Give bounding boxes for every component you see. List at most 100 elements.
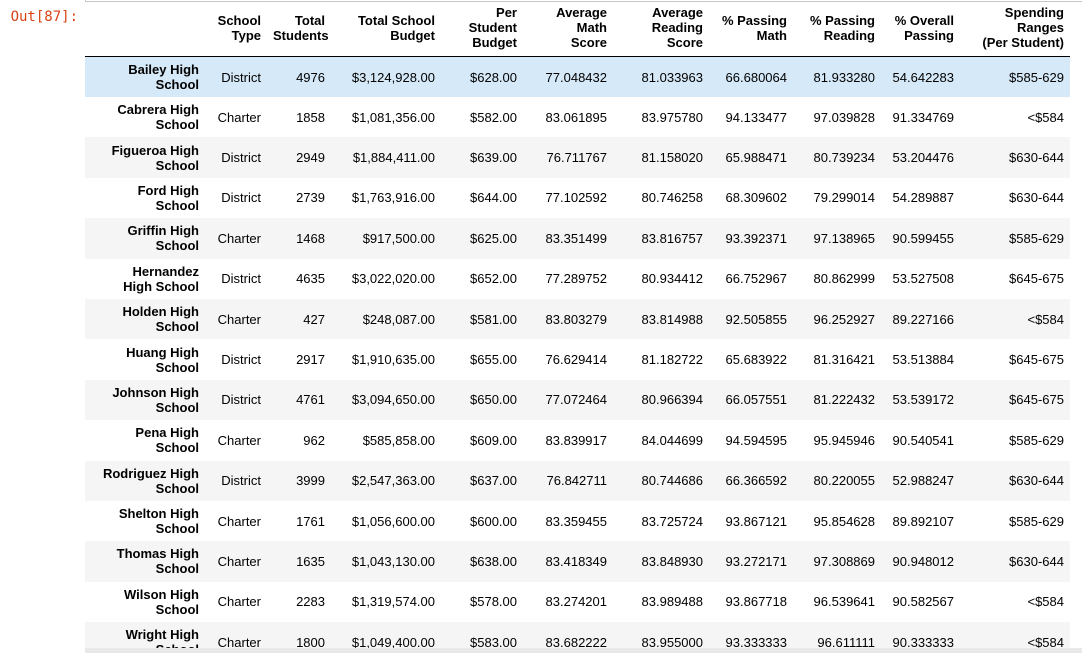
table-cell: 2739 — [296, 190, 325, 206]
table-cell: 97.138965 — [813, 230, 875, 246]
table-cell: 83.274201 — [545, 594, 607, 610]
table-cell: 79.299014 — [813, 190, 875, 206]
table-cell: 4761 — [296, 392, 325, 408]
row-header-school-name: Shelton High School — [118, 506, 199, 537]
table-cell: 76.711767 — [546, 150, 608, 166]
table-cell: $609.00 — [470, 432, 517, 448]
table-cell: <$584 — [1027, 311, 1064, 327]
table-cell: 4635 — [296, 271, 325, 287]
table-cell: $1,910,635.00 — [351, 352, 435, 368]
column-header: Spending Ranges (Per Student) — [982, 5, 1064, 50]
table-cell: 83.975780 — [641, 109, 703, 125]
row-header-school-name: Cabrera High School — [117, 102, 199, 133]
table-cell: $578.00 — [470, 594, 517, 610]
table-cell: 80.862999 — [813, 271, 875, 287]
table-cell: 3999 — [296, 473, 325, 489]
header-row: School Type Total Students Total School Bu… — [85, 2, 1070, 57]
index-header-blank — [85, 2, 205, 57]
table-cell: 93.272171 — [725, 553, 787, 569]
table-cell: 65.988471 — [725, 150, 787, 166]
table-cell: $630-644 — [1009, 553, 1064, 569]
column-header: % Overall Passing — [894, 12, 954, 43]
table-cell: $585,858.00 — [362, 432, 435, 448]
table-cell: District — [221, 352, 261, 368]
table-cell: <$584 — [1027, 634, 1064, 650]
table-cell: Charter — [217, 230, 261, 246]
table-cell: 83.725724 — [641, 513, 703, 529]
row-header-school-name: Rodriguez High School — [102, 465, 199, 496]
row-header-school-name: Huang High School — [126, 344, 199, 375]
table-cell: $3,094,650.00 — [351, 392, 435, 408]
table-cell: 68.309602 — [725, 190, 787, 206]
table-cell: 80.220055 — [813, 473, 875, 489]
row-header-school-name: Johnson High School — [112, 384, 199, 415]
table-cell: $628.00 — [470, 69, 517, 85]
table-cell: $585-629 — [1009, 513, 1064, 529]
table-cell: <$584 — [1027, 594, 1064, 610]
column-header: Average Reading Score — [651, 5, 703, 50]
table-cell: $637.00 — [470, 473, 517, 489]
row-header-school-name: Thomas High School — [116, 546, 199, 577]
table-cell: 96.539641 — [813, 594, 875, 610]
table-cell: 80.739234 — [813, 150, 875, 166]
table-cell: $650.00 — [470, 392, 517, 408]
table-cell: 89.892107 — [892, 513, 954, 529]
output-prompt: Out[87]: — [10, 9, 78, 25]
table-row: Shelton High School Charter 1761 $1,056,600… — [85, 501, 1070, 541]
table-cell: 427 — [303, 311, 325, 327]
table-cell: 77.072464 — [545, 392, 607, 408]
table-cell: 97.308869 — [813, 553, 875, 569]
table-cell: 2949 — [296, 150, 325, 166]
row-header-school-name: Holden High School — [122, 304, 199, 335]
table-cell: 77.289752 — [545, 271, 607, 287]
table-cell: $248,087.00 — [362, 311, 435, 327]
table-row: Wright High School Charter 1800 $1,049,400.… — [85, 622, 1070, 653]
table-cell: 962 — [303, 432, 325, 448]
table-cell: 93.392371 — [725, 230, 787, 246]
table-cell: 81.158020 — [641, 150, 703, 166]
table-cell: 52.988247 — [892, 473, 954, 489]
table-header: School Type Total Students Total School Bu… — [85, 2, 1070, 57]
row-header-school-name: Hernandez High School — [123, 263, 199, 294]
table-cell: Charter — [217, 513, 261, 529]
table-cell: 81.933280 — [813, 69, 875, 85]
table-cell: 77.048432 — [545, 69, 607, 85]
table-cell: 80.744686 — [641, 473, 703, 489]
input-cell-bottom-border — [85, 0, 1082, 2]
table-cell: 2917 — [296, 352, 325, 368]
column-header: Per Student Budget — [468, 5, 517, 50]
column-header: % Passing Math — [721, 12, 787, 43]
table-cell: $1,081,356.00 — [351, 109, 435, 125]
table-cell: $645-675 — [1009, 352, 1064, 368]
table-cell: 95.945946 — [813, 432, 875, 448]
table-cell: $655.00 — [470, 352, 517, 368]
table-cell: $652.00 — [470, 271, 517, 287]
table-cell: $585-629 — [1009, 432, 1064, 448]
horizontal-scrollbar[interactable] — [85, 648, 1082, 653]
table-cell: <$584 — [1027, 109, 1064, 125]
table-cell: 94.594595 — [725, 432, 787, 448]
row-header-school-name: Figueroa High School — [111, 142, 199, 173]
table-cell: $917,500.00 — [362, 230, 435, 246]
table-cell: 1858 — [296, 109, 325, 125]
table-row: Wilson High School Charter 2283 $1,319,574.… — [85, 582, 1070, 622]
table-cell: District — [221, 69, 261, 85]
table-cell: 53.527508 — [892, 271, 954, 287]
column-header: Average Math Score — [556, 5, 607, 50]
table-row: Ford High School District 2739 $1,763,916.0… — [85, 178, 1070, 218]
table-cell: $1,884,411.00 — [352, 150, 435, 166]
table-row: Griffin High School Charter 1468 $917,500.0… — [85, 218, 1070, 259]
table-cell: 4976 — [296, 69, 325, 85]
table-cell: $625.00 — [470, 230, 517, 246]
table-cell: 84.044699 — [641, 432, 703, 448]
table-cell: Charter — [217, 553, 261, 569]
table-cell: Charter — [217, 634, 261, 650]
table-cell: $2,547,363.00 — [351, 473, 435, 489]
table-cell: $582.00 — [470, 109, 517, 125]
table-cell: 1761 — [296, 513, 325, 529]
table-cell: 66.366592 — [725, 473, 787, 489]
table-cell: 54.642283 — [892, 69, 954, 85]
table-cell: 83.359455 — [545, 513, 607, 529]
table-cell: 80.746258 — [641, 190, 703, 206]
